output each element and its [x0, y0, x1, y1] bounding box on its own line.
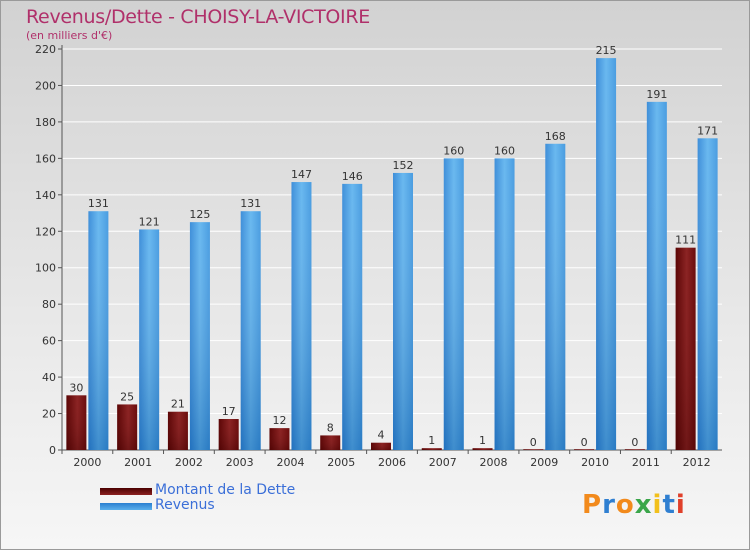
chart-title: Revenus/Dette - CHOISY-LA-VICTOIRE — [26, 6, 370, 28]
y-tick-label: 220 — [35, 43, 56, 56]
data-label-dette: 1 — [479, 434, 486, 447]
x-tick-label: 2010 — [581, 456, 609, 469]
y-tick-label: 140 — [35, 189, 56, 202]
y-tick-label: 120 — [35, 225, 56, 238]
logo-letter: r — [602, 490, 616, 520]
bar-revenus-shade — [291, 182, 312, 451]
data-label-dette: 1 — [428, 434, 435, 447]
proxiti-logo: Proxiti — [582, 490, 686, 520]
data-label-revenus: 160 — [494, 144, 515, 157]
x-tick-label: 2012 — [683, 456, 711, 469]
x-tick-label: 2007 — [429, 456, 457, 469]
x-tick-label: 2003 — [226, 456, 254, 469]
data-label-dette: 0 — [631, 436, 638, 449]
data-label-revenus: 168 — [545, 130, 566, 143]
data-label-dette: 30 — [69, 381, 83, 394]
bar-revenus-shade — [342, 183, 363, 450]
y-tick-label: 100 — [35, 262, 56, 275]
data-label-revenus: 131 — [240, 197, 261, 210]
data-label-revenus: 171 — [697, 124, 718, 137]
bar-dette-shade — [66, 395, 87, 450]
data-label-dette: 111 — [675, 234, 696, 247]
x-tick-label: 2008 — [480, 456, 508, 469]
bar-revenus-shade — [494, 158, 515, 450]
data-label-revenus: 160 — [443, 144, 464, 157]
data-label-dette: 12 — [272, 414, 286, 427]
bar-revenus-shade — [646, 101, 667, 450]
bar-revenus-shade — [393, 172, 413, 451]
x-tick-label: 2000 — [73, 456, 101, 469]
logo-letter: t — [662, 490, 676, 520]
bar-dette-shade — [320, 435, 341, 450]
bar-revenus-shade — [189, 222, 210, 450]
x-tick-label: 2005 — [327, 456, 355, 469]
bar-revenus-shade — [443, 158, 464, 450]
y-tick-label: 40 — [42, 371, 56, 384]
data-label-dette: 17 — [222, 405, 236, 418]
data-label-revenus: 121 — [139, 215, 160, 228]
data-label-dette: 4 — [378, 429, 385, 442]
data-label-dette: 25 — [120, 390, 134, 403]
bar-dette-shade — [269, 428, 290, 450]
data-label-dette: 0 — [581, 436, 588, 449]
logo-letter: x — [634, 490, 653, 520]
data-label-revenus: 147 — [291, 168, 312, 181]
bar-dette-shade — [574, 449, 595, 450]
x-tick-label: 2006 — [378, 456, 406, 469]
x-tick-label: 2009 — [530, 456, 558, 469]
y-tick-label: 0 — [49, 444, 56, 457]
logo-letter: P — [582, 490, 603, 520]
data-label-dette: 21 — [171, 398, 185, 411]
x-tick-label: 2004 — [276, 456, 304, 469]
bar-revenus-shade — [596, 58, 617, 450]
y-tick-label: 180 — [35, 116, 56, 129]
y-tick-label: 80 — [42, 298, 56, 311]
data-label-dette: 8 — [327, 421, 334, 434]
chart-subtitle: (en milliers d'€) — [26, 29, 113, 42]
bar-dette-shade — [675, 247, 696, 450]
legend-swatch-revenus — [100, 503, 152, 510]
legend-swatch-dette — [100, 488, 152, 495]
bar-dette-shade — [624, 449, 645, 450]
bar-revenus-shade — [139, 229, 160, 450]
data-label-dette: 0 — [530, 436, 537, 449]
x-tick-label: 2001 — [124, 456, 152, 469]
logo-letter: o — [615, 490, 635, 520]
bar-revenus-shade — [88, 211, 109, 450]
logo-letter: i — [652, 490, 663, 520]
data-label-revenus: 152 — [393, 159, 414, 172]
bar-dette-shade — [523, 449, 544, 450]
data-label-revenus: 191 — [646, 88, 667, 101]
data-label-revenus: 146 — [342, 170, 363, 183]
legend-label-dette: Montant de la Dette — [155, 482, 296, 498]
bar-revenus-shade — [697, 138, 718, 450]
y-tick-label: 20 — [42, 408, 56, 421]
data-label-revenus: 125 — [189, 208, 210, 221]
bar-dette-shade — [472, 448, 493, 450]
data-label-revenus: 131 — [88, 197, 109, 210]
bar-dette-shade — [167, 411, 188, 450]
bar-revenus-shade — [545, 143, 566, 451]
y-tick-label: 60 — [42, 335, 56, 348]
legend-label-revenus: Revenus — [155, 497, 215, 513]
bar-dette-shade — [371, 442, 391, 450]
bar-dette-shade — [421, 448, 442, 450]
data-label-revenus: 215 — [596, 44, 617, 57]
bar-dette-shade — [218, 419, 239, 450]
x-tick-label: 2011 — [632, 456, 660, 469]
y-tick-label: 200 — [35, 79, 56, 92]
y-tick-label: 160 — [35, 152, 56, 165]
x-tick-label: 2002 — [175, 456, 203, 469]
bar-dette-shade — [117, 404, 138, 450]
bar-revenus-shade — [240, 211, 261, 450]
logo-letter: i — [675, 490, 686, 520]
